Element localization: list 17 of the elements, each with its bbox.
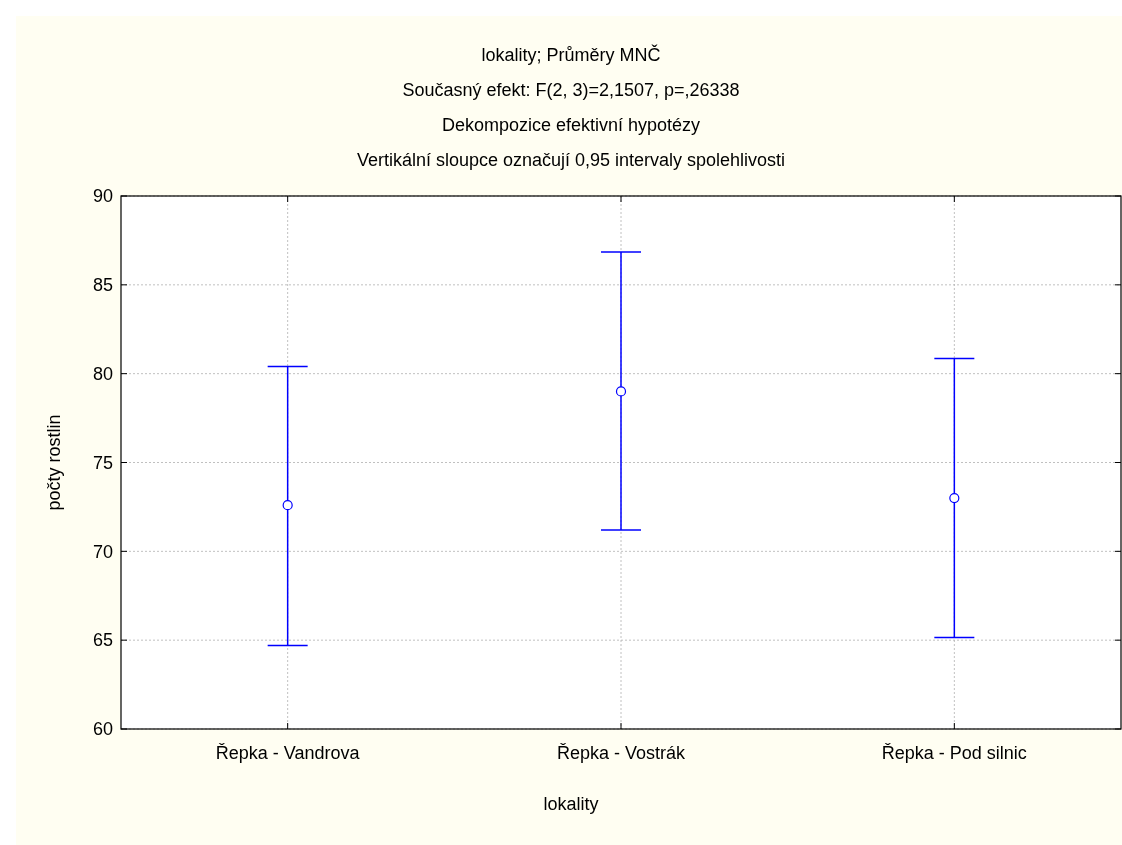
y-tick-label: 60: [92, 719, 113, 740]
chart-title: lokality; Průměry MNČ: [481, 44, 661, 65]
x-tick-label: Řepka - Vandrova: [215, 743, 361, 763]
chart-subtitle: Současný efekt: F(2, 3)=2,1507, p=,26338 Dekompozice efektivní hypotézy Vertikální sloupce označují 0,95 intervaly spolehlivosti: [356, 80, 786, 170]
point: [282, 500, 293, 511]
y-tick-label: 90: [92, 186, 113, 207]
y-tick-label: 65: [92, 630, 113, 651]
y-tick-label: 85: [92, 275, 113, 296]
y-axis-title: počty rostlin: [44, 414, 64, 511]
y-tick-label: 80: [92, 363, 113, 384]
y-tick-label: 70: [92, 541, 113, 562]
point: [615, 386, 627, 397]
y-tick-label: 75: [92, 452, 113, 473]
x-tick-label: Řepka - Pod silnic: [881, 743, 1027, 763]
x-axis-title: lokality: [543, 794, 599, 814]
point: [949, 492, 960, 504]
x-tick-label: Řepka - Vostrák: [556, 743, 687, 763]
